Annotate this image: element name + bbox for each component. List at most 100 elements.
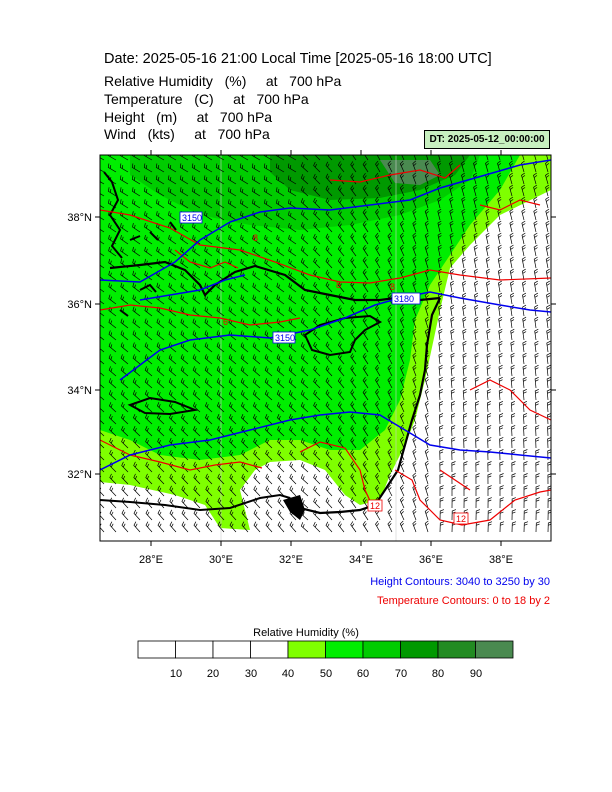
wind-barb	[401, 155, 405, 161]
wind-barb	[424, 244, 429, 257]
wind-barb	[499, 473, 504, 485]
colorbar-label: 80	[431, 668, 445, 680]
wind-barb	[313, 173, 321, 185]
wind-barb	[461, 256, 466, 269]
wind-barb	[486, 352, 491, 365]
wind-barb	[156, 211, 165, 221]
wind-barb	[337, 233, 345, 245]
wind-barb	[499, 485, 504, 496]
wind-barb	[204, 223, 213, 233]
wind-barb	[535, 425, 540, 437]
wind-barb	[108, 378, 117, 389]
wind-barb	[511, 473, 516, 485]
wind-barb	[424, 496, 429, 509]
wind-barb	[545, 184, 550, 197]
wind-barb	[362, 232, 369, 245]
wind-barb	[474, 316, 479, 329]
wind-barb	[204, 366, 213, 377]
wind-barb	[511, 413, 516, 425]
wind-barb	[511, 425, 516, 437]
wind-barb	[264, 342, 273, 353]
wind-barb	[265, 461, 273, 473]
wind-barb	[438, 376, 443, 389]
wind-barb	[350, 221, 357, 233]
wind-barb	[300, 186, 309, 197]
wind-barb	[133, 521, 141, 533]
wind-barb	[375, 388, 381, 401]
colorbar-label: 70	[394, 668, 408, 680]
wind-barb	[439, 521, 445, 533]
wind-barb	[399, 304, 405, 317]
wind-barb	[424, 520, 429, 533]
wind-barb	[204, 187, 213, 197]
wind-barb	[462, 340, 467, 353]
wind-barb	[449, 196, 454, 209]
wind-barb	[109, 473, 117, 485]
wind-barb	[350, 353, 357, 365]
wind-barb	[168, 378, 177, 389]
wind-barb	[485, 256, 490, 269]
wind-barb	[108, 294, 117, 305]
wind-barb	[100, 216, 105, 221]
wind-barb	[252, 306, 261, 317]
wind-barb	[376, 155, 381, 161]
wind-barb	[535, 437, 540, 449]
wind-barb	[325, 257, 333, 269]
wind-barb	[193, 449, 201, 461]
wind-barb	[450, 376, 455, 389]
wind-barb	[451, 497, 456, 509]
wind-barb	[132, 306, 141, 317]
wind-barb	[375, 220, 381, 233]
wind-barb	[337, 209, 345, 221]
wind-barb	[424, 376, 429, 389]
wind-barb	[132, 270, 141, 281]
wind-barb	[337, 161, 345, 173]
wind-barb	[203, 175, 213, 185]
wind-barb	[362, 292, 369, 305]
variable-line-rh: Relative Humidity (%) at 700 hPa	[104, 73, 342, 89]
wind-barb	[277, 437, 285, 449]
wind-barb	[337, 269, 345, 281]
wind-barb	[449, 244, 454, 257]
wind-barb	[277, 497, 285, 509]
wind-barb	[337, 521, 345, 533]
wind-barb	[313, 233, 321, 245]
wind-barb	[325, 449, 333, 461]
wind-barb	[412, 508, 417, 521]
wind-barb	[168, 246, 177, 257]
wind-barb	[108, 366, 117, 377]
wind-barb	[216, 199, 225, 209]
lat-axis: 38°N 36°N 34°N 32°N	[67, 212, 556, 481]
wind-barb	[264, 413, 273, 425]
wind-barb	[180, 282, 189, 293]
wind-barb	[521, 268, 526, 281]
wind-barb	[288, 294, 297, 305]
wind-barb	[337, 305, 345, 317]
wind-barb	[462, 292, 467, 305]
wind-barb	[100, 276, 105, 281]
wind-barb	[437, 244, 442, 257]
wind-barb	[133, 485, 141, 497]
wind-barb	[108, 246, 117, 257]
wind-barb	[412, 328, 417, 341]
wind-barb	[546, 304, 551, 317]
wind-barb	[131, 175, 141, 185]
wind-barb	[375, 472, 381, 485]
wind-barb	[156, 199, 165, 209]
wind-barb	[497, 196, 502, 209]
wind-barb	[474, 388, 479, 401]
wind-barb	[157, 509, 165, 521]
wind-barb	[252, 354, 261, 365]
wind-barb	[228, 199, 237, 209]
wind-barb	[192, 342, 201, 353]
height-label: 3150	[275, 333, 295, 343]
wind-barb	[277, 521, 285, 533]
wind-barb	[120, 199, 129, 209]
wind-barb	[412, 256, 417, 269]
wind-barb	[438, 316, 443, 329]
wind-barb	[156, 402, 165, 413]
wind-barb	[193, 497, 201, 509]
wind-barb	[486, 155, 489, 161]
wind-barb	[263, 163, 273, 173]
wind-barb	[510, 400, 516, 413]
